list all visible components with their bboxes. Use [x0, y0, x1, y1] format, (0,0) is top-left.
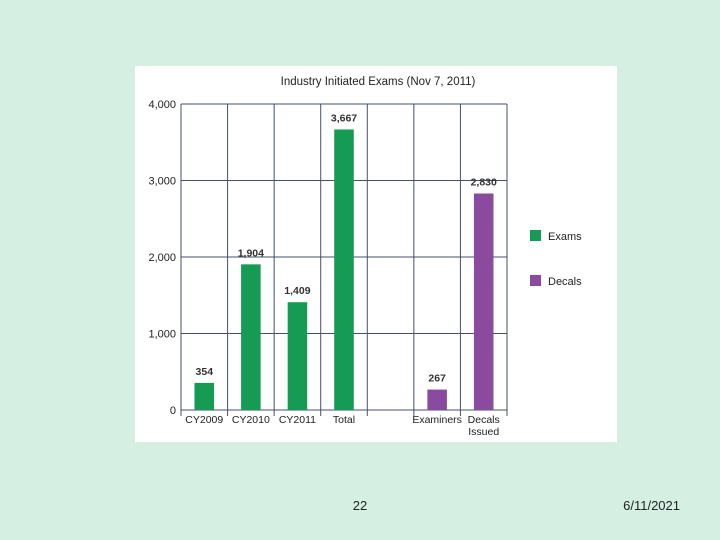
x-tick-label: Decals — [468, 414, 500, 426]
y-tick-label: 2,000 — [148, 252, 176, 264]
x-tick-label: Total — [333, 414, 355, 426]
x-tick-label: CY2009 — [185, 414, 223, 426]
data-label: 2,830 — [471, 177, 497, 189]
y-tick-label: 0 — [170, 405, 176, 417]
x-tick-label: CY2010 — [232, 414, 270, 426]
legend-swatch-decals — [530, 275, 541, 286]
bar-decals-6 — [473, 193, 494, 410]
slide-date: 6/11/2021 — [623, 498, 680, 513]
x-tick-label: Examiners — [412, 414, 462, 426]
bar-exams-3 — [334, 129, 354, 411]
legend-swatch-exams — [530, 230, 541, 241]
data-label: 1,409 — [284, 285, 310, 297]
x-tick-label: CY2011 — [279, 414, 316, 426]
bar-chart: Industry Initiated Exams (Nov 7, 2011) 0… — [148, 76, 582, 438]
bar-exams-2 — [287, 302, 308, 410]
bar-exams-0 — [194, 382, 215, 410]
data-label: 1,904 — [238, 247, 264, 259]
bar-exams-1 — [241, 264, 261, 410]
data-label: 354 — [196, 366, 214, 378]
y-tick-label: 3,000 — [148, 176, 176, 188]
y-tick-label: 1,000 — [148, 329, 176, 341]
page-number: 22 — [352, 498, 368, 513]
chart-panel: Industry Initiated Exams (Nov 7, 2011) 0… — [135, 66, 617, 442]
data-label: 3,667 — [331, 112, 357, 124]
data-label: 267 — [428, 373, 446, 385]
legend-label-exams: Exams — [548, 231, 582, 243]
chart-title: Industry Initiated Exams (Nov 7, 2011) — [281, 76, 476, 88]
x-tick-label: Issued — [468, 426, 499, 438]
legend-label-decals: Decals — [548, 276, 582, 288]
y-tick-label: 4,000 — [148, 99, 176, 111]
bar-decals-5 — [427, 389, 447, 410]
